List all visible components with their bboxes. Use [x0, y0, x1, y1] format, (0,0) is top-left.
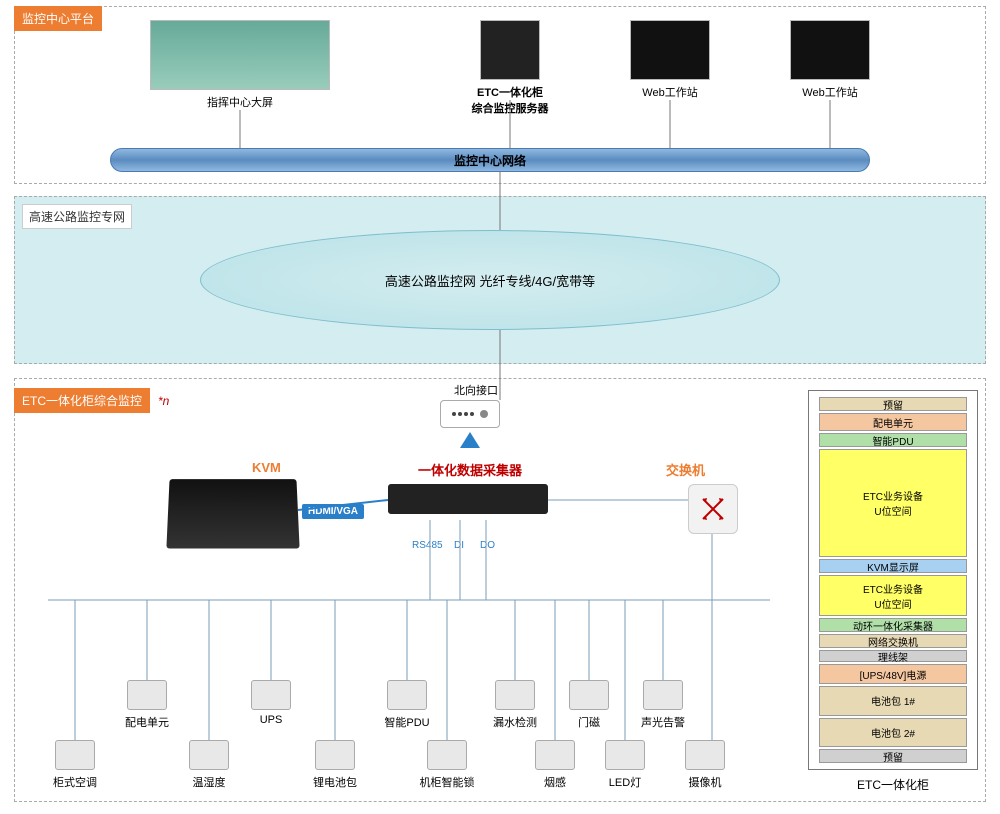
- collector-label: 一体化数据采集器: [418, 460, 522, 479]
- sensor-smart-pdu: 智能PDU: [372, 680, 442, 730]
- rack-slot: [UPS/48V]电源: [819, 664, 967, 684]
- kvm-label: KVM: [252, 460, 281, 475]
- sensor-led: LED灯: [590, 740, 660, 790]
- sensor-camera: 摄像机: [670, 740, 740, 790]
- bottom-section-label: ETC一体化柜综合监控: [14, 388, 150, 413]
- rack-slot: ETC业务设备 U位空间: [819, 449, 967, 557]
- switch-label: 交换机: [666, 460, 705, 479]
- etc-server: ETC一体化柜综合监控服务器: [470, 20, 550, 116]
- rack-slot: 电池包 2#: [819, 718, 967, 748]
- highway-network-cloud: 高速公路监控网 光纤专线/4G/宽带等: [200, 230, 780, 330]
- sensor-alarm: 声光告警: [628, 680, 698, 730]
- rack-slot: 预留: [819, 397, 967, 411]
- rack-slot: 预留: [819, 749, 967, 763]
- etc-rack: 预留配电单元智能PDUETC业务设备 U位空间KVM显示屏ETC业务设备 U位空…: [808, 390, 978, 770]
- rack-slot: ETC业务设备 U位空间: [819, 575, 967, 616]
- switch-device-icon: [688, 484, 738, 534]
- uplink-arrow-icon: [460, 432, 480, 448]
- rack-slot: 动环一体化采集器: [819, 618, 967, 632]
- sensor-smoke: 烟感: [520, 740, 590, 790]
- network-architecture-diagram: 监控中心平台 指挥中心大屏ETC一体化柜综合监控服务器Web工作站Web工作站 …: [0, 0, 1000, 814]
- rack-slot: 网络交换机: [819, 634, 967, 648]
- sensor-door: 门磁: [554, 680, 624, 730]
- command-screen: 指挥中心大屏: [140, 20, 340, 110]
- kvm-device-icon: [166, 479, 299, 548]
- north-interface-box: [440, 400, 500, 428]
- rack-slot: 理线架: [819, 650, 967, 662]
- mid-section-label: 高速公路监控专网: [22, 204, 132, 229]
- port-rs485: RS485: [412, 540, 443, 551]
- web2: Web工作站: [780, 20, 880, 100]
- rack-slot: 配电单元: [819, 413, 967, 431]
- web1: Web工作站: [620, 20, 720, 100]
- sensor-pdu-unit: 配电单元: [112, 680, 182, 730]
- top-section-label: 监控中心平台: [14, 6, 102, 31]
- hdmi-vga-badge: HDMI/VGA: [302, 504, 364, 519]
- sensor-leak: 漏水检测: [480, 680, 550, 730]
- rack-caption: ETC一体化柜: [808, 776, 978, 793]
- sensor-cabinet-ac: 柜式空调: [40, 740, 110, 790]
- monitor-center-network-bar: 监控中心网络: [110, 148, 870, 172]
- multiplier-badge: *n: [158, 394, 169, 408]
- rack-slot: KVM显示屏: [819, 559, 967, 573]
- sensor-ups: UPS: [236, 680, 306, 726]
- collector-device-icon: [388, 484, 548, 514]
- sensor-battery: 锂电池包: [300, 740, 370, 790]
- sensor-temp-humid: 温湿度: [174, 740, 244, 790]
- sensor-smart-lock: 机柜智能锁: [412, 740, 482, 790]
- north-interface-label: 北向接口: [454, 382, 498, 398]
- port-do: DO: [480, 540, 495, 551]
- rack-slot: 电池包 1#: [819, 686, 967, 716]
- port-di: DI: [454, 540, 464, 551]
- rack-slot: 智能PDU: [819, 433, 967, 447]
